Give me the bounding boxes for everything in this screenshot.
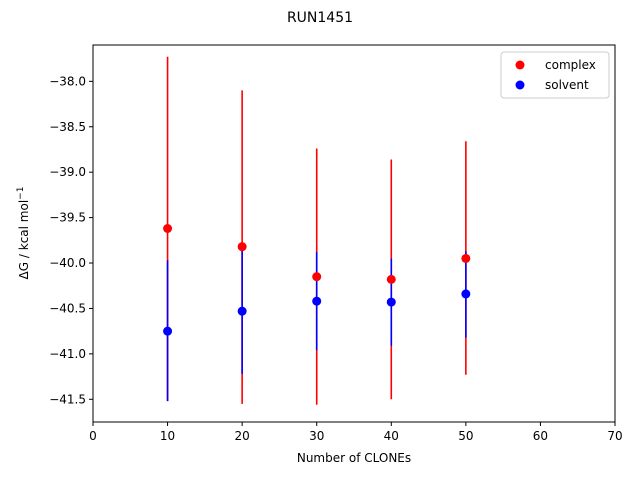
y-tick-label: −38.5 xyxy=(49,120,86,134)
x-axis-label: Number of CLONEs xyxy=(297,451,411,465)
y-tick-label: −40.0 xyxy=(49,256,86,270)
y-axis-label-base: ΔG / kcal mol xyxy=(17,200,31,280)
legend-box xyxy=(500,51,610,99)
y-tick-label: −40.5 xyxy=(49,301,86,315)
plot-frame xyxy=(92,44,616,423)
x-axis: 0 10 20 30 40 50 60 70 xyxy=(89,422,623,443)
legend-marker-complex xyxy=(515,60,525,70)
solvent-point xyxy=(312,296,322,306)
legend: complex solvent xyxy=(500,51,610,99)
series-layer xyxy=(163,56,471,405)
x-tick-label: 70 xyxy=(607,429,622,443)
complex-point xyxy=(312,272,322,282)
chart-title: RUN1451 xyxy=(287,10,353,26)
x-tick-label: 30 xyxy=(309,429,324,443)
plot-area xyxy=(92,44,616,423)
complex-point xyxy=(386,274,396,284)
x-tick-label: 50 xyxy=(458,429,473,443)
legend-label-complex: complex xyxy=(545,58,596,72)
y-tick-label: −38.0 xyxy=(49,74,86,88)
y-tick-label: −39.0 xyxy=(49,165,86,179)
y-axis: −41.5 −41.0 −40.5 −40.0 −39.5 −39.0 −38.5 −38.0 xyxy=(49,74,93,406)
x-tick-label: 60 xyxy=(533,429,548,443)
series-complex-points xyxy=(163,224,471,284)
y-tick-label: −39.5 xyxy=(49,211,86,225)
complex-point xyxy=(461,253,471,263)
complex-point xyxy=(237,242,247,252)
legend-marker-solvent xyxy=(515,80,525,90)
complex-point xyxy=(163,224,173,234)
y-axis-label-superscript: −1 xyxy=(16,187,26,200)
y-tick-label: −41.5 xyxy=(49,392,86,406)
solvent-point xyxy=(461,289,471,299)
x-tick-label: 40 xyxy=(384,429,399,443)
x-tick-label: 10 xyxy=(160,429,175,443)
y-tick-label: −41.0 xyxy=(49,347,86,361)
solvent-point xyxy=(237,306,247,316)
solvent-point xyxy=(386,297,396,307)
x-tick-label: 20 xyxy=(235,429,250,443)
y-axis-label: ΔG / kcal mol−1 xyxy=(16,187,31,280)
series-complex xyxy=(166,56,467,405)
series-solvent-points xyxy=(163,289,471,336)
legend-label-solvent: solvent xyxy=(545,78,589,92)
solvent-point xyxy=(163,326,173,336)
x-tick-label: 0 xyxy=(89,429,97,443)
